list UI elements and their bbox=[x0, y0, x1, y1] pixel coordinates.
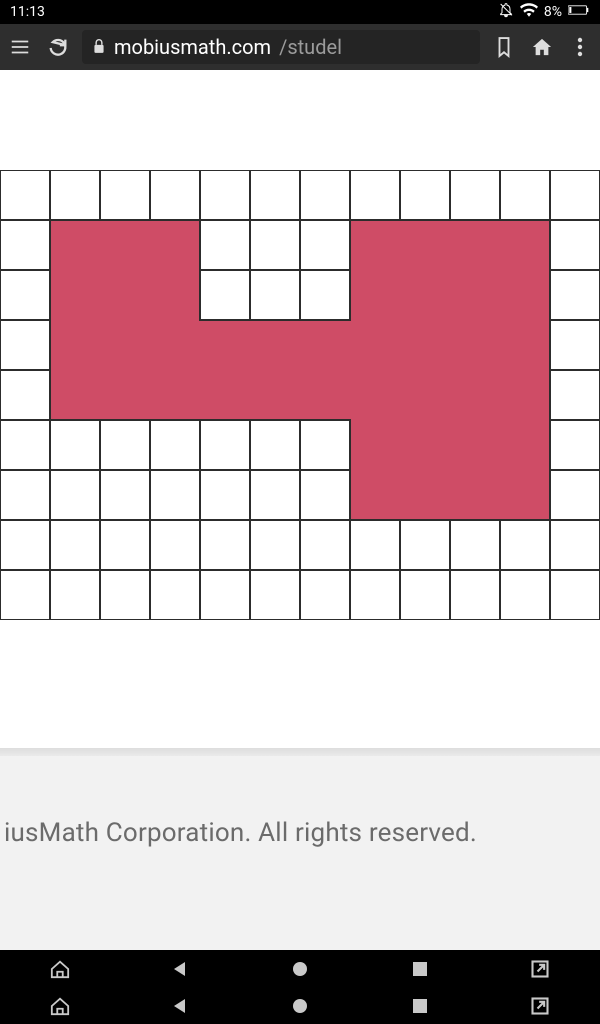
footer-divider bbox=[0, 748, 600, 756]
browser-toolbar: mobiusmath.com/studel bbox=[0, 24, 600, 70]
status-right: 8% bbox=[498, 2, 590, 22]
overflow-icon[interactable] bbox=[566, 37, 594, 57]
nav-recent-icon[interactable] bbox=[390, 961, 450, 977]
copyright-text: iusMath Corporation. All rights reserved… bbox=[4, 818, 477, 848]
reload-icon[interactable] bbox=[44, 36, 72, 58]
popup-icon[interactable] bbox=[510, 959, 570, 979]
url-path: /studel bbox=[279, 35, 342, 59]
android-nav-bar bbox=[0, 950, 600, 1024]
nav-back-icon[interactable] bbox=[150, 960, 210, 978]
battery-icon bbox=[568, 4, 590, 20]
footer: iusMath Corporation. All rights reserved… bbox=[0, 756, 600, 950]
status-time: 11:13 bbox=[10, 4, 45, 20]
android-status-bar: 11:13 8% bbox=[0, 0, 600, 24]
nav-back-icon[interactable] bbox=[150, 997, 210, 1015]
house-icon[interactable] bbox=[30, 959, 90, 979]
nav-recent-icon[interactable] bbox=[390, 998, 450, 1014]
notifications-off-icon bbox=[498, 2, 514, 22]
home-icon[interactable] bbox=[528, 37, 556, 57]
page-content: iusMath Corporation. All rights reserved… bbox=[0, 70, 600, 950]
battery-text: 8% bbox=[544, 4, 562, 20]
wifi-icon bbox=[520, 3, 538, 21]
nav-home-icon[interactable] bbox=[270, 960, 330, 978]
bookmark-icon[interactable] bbox=[490, 36, 518, 58]
house-icon[interactable] bbox=[30, 996, 90, 1016]
url-domain: mobiusmath.com bbox=[114, 35, 271, 59]
popup-icon[interactable] bbox=[510, 996, 570, 1016]
grid-figure bbox=[0, 170, 600, 620]
menu-icon[interactable] bbox=[6, 36, 34, 58]
nav-home-icon[interactable] bbox=[270, 997, 330, 1015]
address-bar[interactable]: mobiusmath.com/studel bbox=[82, 30, 480, 64]
lock-icon bbox=[92, 35, 106, 59]
